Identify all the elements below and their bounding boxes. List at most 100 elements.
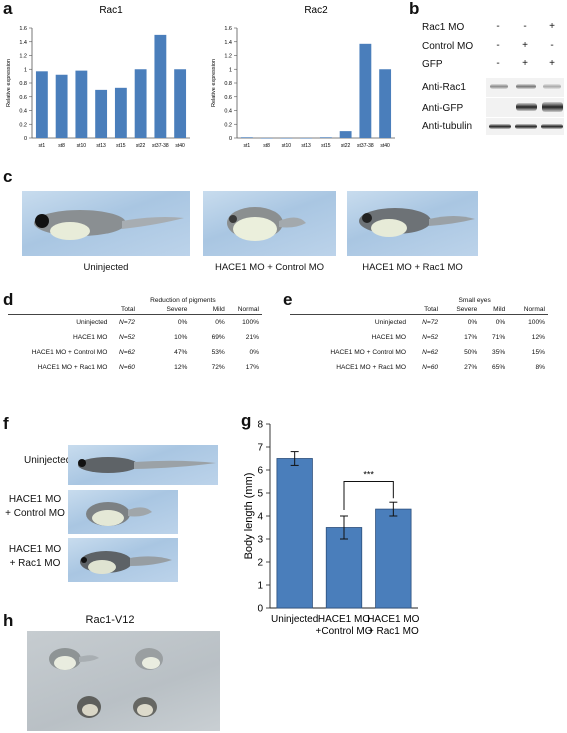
blot-strip-gfp [486, 98, 564, 117]
blot-sign: + [522, 40, 528, 51]
table-group-header: Reduction of pigments [150, 297, 216, 304]
panel-letter-b: b [409, 0, 420, 18]
bar [174, 69, 187, 138]
table-cell: HACE1 MO [72, 334, 108, 341]
pigment-reduction-table: Reduction of pigments Total Severe Mild … [8, 296, 262, 375]
significance-label: *** [363, 470, 374, 480]
table-row: Uninjected N=72 0% 0% 100% [290, 315, 548, 331]
table-cell: N=62 [119, 349, 135, 356]
photo-row-label: HACE1 MO + Rac1 MO [8, 544, 62, 569]
y-tick-label: 0.6 [224, 95, 232, 101]
table-cell: 0% [467, 319, 478, 326]
table-cell: 21% [245, 334, 259, 341]
x-tick-label: st1 [244, 143, 251, 149]
photo-caption: HACE1 MO + Control MO [214, 262, 324, 273]
table-cell: 0% [215, 319, 225, 326]
table-cell: HACE1 MO + Rac1 MO [37, 364, 108, 371]
blot-sign: - [550, 40, 554, 51]
tadpole-illustration [78, 457, 216, 473]
x-tick-label: st8 [58, 143, 65, 149]
table-header: Normal [508, 305, 548, 315]
x-tick-label: st1 [39, 143, 46, 149]
x-tick-label: Uninjected [271, 614, 318, 625]
table-cell: N=52 [422, 334, 439, 341]
y-tick-label: 5 [257, 489, 263, 500]
x-tick-label: st13 [301, 143, 311, 149]
embryo-photo-rac1-v12 [27, 631, 220, 731]
bar [35, 71, 48, 138]
blot-band [489, 124, 511, 129]
x-tick-label: HACE1 MO [318, 614, 370, 625]
bar [75, 70, 88, 138]
bar [114, 87, 127, 138]
x-tick-label: st40 [175, 143, 185, 149]
table-row: Uninjected N=72 0% 0% 100% [8, 315, 262, 331]
blot-band [542, 102, 563, 112]
blot-sign: + [549, 58, 555, 69]
table-cell: 47% [174, 349, 188, 356]
y-axis-label: Relative expression [6, 59, 12, 107]
panel-letter-f: f [3, 414, 9, 433]
table-cell: 53% [211, 349, 225, 356]
table-cell: HACE1 MO + Rac1 MO [336, 364, 407, 371]
bar [240, 137, 253, 138]
table-header: Severe [441, 305, 481, 315]
x-tick-label: st8 [263, 143, 270, 149]
chart-title: Rac1 [99, 5, 123, 16]
table-cell: 15% [531, 349, 545, 356]
table-cell: 35% [492, 349, 506, 356]
x-tick-label: st37-38 [357, 143, 374, 149]
y-tick-label: 1.2 [19, 54, 27, 60]
blot-sign: - [496, 58, 500, 69]
blot-row-label: Rac1 MO [422, 22, 465, 33]
table-cell: Uninjected [374, 319, 407, 326]
bar [300, 138, 313, 139]
y-tick-label: 7 [257, 443, 263, 454]
tadpole-illustration [227, 207, 306, 241]
x-tick-label: st37-38 [152, 143, 169, 149]
photo-caption: Uninjected [83, 262, 129, 273]
x-tick-label: st22 [136, 143, 146, 149]
table-cell: HACE1 MO + Control MO [31, 349, 108, 356]
photo-row-label: HACE1 MO + Control MO [5, 494, 65, 519]
tadpole-illustration [80, 551, 172, 574]
embryo-photo-uninjected [22, 191, 190, 256]
table-cell: HACE1 MO + Control MO [330, 349, 407, 356]
table-cell: 0% [495, 319, 506, 326]
table-cell: 65% [492, 364, 506, 371]
table-cell: Uninjected [76, 319, 108, 326]
rac1-expression-chart: Rac1 0 0.2 0.4 0.6 0.8 1 1.2 1.4 1.6 Relative expr… [6, 5, 190, 149]
table-cell: N=62 [422, 349, 439, 356]
panel-letter-a: a [3, 0, 13, 18]
blot-antibody-label: Anti-tubulin [422, 121, 473, 132]
bar [375, 508, 412, 609]
x-tick-label: st10 [282, 143, 292, 149]
embryo-cluster-illustration [49, 648, 163, 718]
table-cell: 12% [531, 334, 545, 341]
table-cell: N=52 [119, 334, 135, 341]
table-header: Normal [227, 305, 262, 315]
y-tick-label: 1.2 [224, 54, 232, 60]
table-cell: 72% [211, 364, 225, 371]
table-row: HACE1 MO + Rac1 MO N=60 12% 72% 17% [8, 360, 262, 375]
table-row: HACE1 MO N=52 17% 71% 12% [290, 330, 548, 345]
table-header: Total [409, 305, 442, 315]
significance-bracket [343, 481, 394, 510]
x-tick-label: st22 [341, 143, 351, 149]
table-cell: 71% [492, 334, 506, 341]
embryo-photo-rac1-mo [347, 191, 478, 256]
embryo-photo-f-control-mo [68, 490, 178, 534]
table-cell: 50% [464, 349, 478, 356]
y-tick-label: 0.4 [19, 109, 27, 115]
y-tick-label: 0 [229, 136, 232, 142]
panel-letter-c: c [3, 167, 13, 186]
blot-sign: - [496, 40, 500, 51]
tadpole-illustration [34, 210, 184, 240]
table-header: Total [110, 305, 138, 315]
bar [260, 138, 273, 139]
table-header: Mild [480, 305, 509, 315]
y-tick-label: 0.4 [224, 109, 232, 115]
table-row: HACE1 MO + Control MO N=62 50% 35% 15% [290, 345, 548, 360]
table-cell: 100% [528, 319, 545, 326]
